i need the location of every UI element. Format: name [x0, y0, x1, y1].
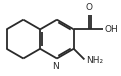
Text: O: O: [86, 3, 93, 12]
Text: NH₂: NH₂: [86, 56, 103, 65]
Text: N: N: [53, 62, 59, 71]
Text: OH: OH: [105, 25, 118, 34]
